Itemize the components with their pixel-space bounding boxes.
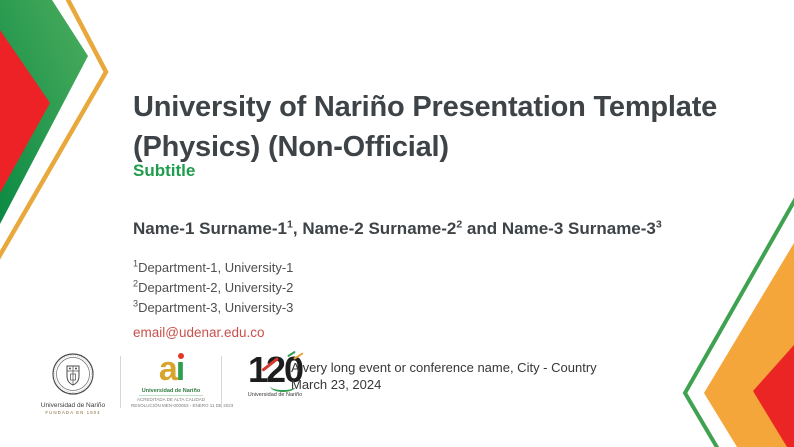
slide-title: University of Nariño Presentation Templa… [133,91,718,164]
logo-divider [120,356,121,408]
bottom-right-orange-chevron [704,243,794,447]
affiliation-list: 1Department-1, University-1 2Department-… [133,258,293,318]
contact-email: email@udenar.edu.co [133,325,265,340]
affiliation-2: 2Department-2, University-2 [133,278,293,298]
author-separator: , [292,219,303,238]
footer-event-info: A very long event or conference name, Ci… [291,359,597,393]
slide-subtitle: Subtitle [133,161,196,180]
anniversary-mark: 120 años [248,350,304,392]
accreditation-ai-logo: aı Universidad de Nariño ACREDITADA DE A… [131,350,234,409]
anniversary-university-name: Universidad de Nariño [247,392,303,398]
author-3-superscript: 3 [655,218,662,231]
university-seal-icon [52,353,94,395]
logo-divider [221,356,222,408]
affiliation-1-superscript: 1 [133,258,139,269]
footer-logo-strip: Universidad de Nariño FUNDADA EN 1904 aı… [36,350,318,418]
affiliation-3-text: Department-3, University-3 [138,300,294,315]
top-left-yellow-chevron-line [0,0,109,260]
affiliation-3-superscript: 3 [133,298,139,309]
author-2-superscript: 2 [456,218,463,231]
affiliation-2-text: Department-2, University-2 [138,280,294,295]
author-line: Name-1 Surname-11, Name-2 Surname-22 and… [133,219,733,239]
ai-letter-a: a [158,350,178,388]
bottom-right-red-chevron [753,345,794,447]
author-separator: and [462,219,502,238]
university-seal-logo: Universidad de Nariño FUNDADA EN 1904 [36,352,110,415]
event-name: A very long event or conference name, Ci… [291,360,597,375]
top-left-green-chevron [0,0,88,224]
ai-accreditation-line-2: RESOLUCIÓN MEN-000063 - ENERO 11 DE 2023 [131,403,234,408]
author-2-name: Name-2 Surname-2 [302,219,457,238]
anniversary-anos-script: años [288,381,301,390]
seal-founded-text: FUNDADA EN 1904 [45,410,101,415]
author-1-name: Name-1 Surname-1 [133,219,288,238]
ai-logo-mark: aı [158,350,186,388]
affiliation-2-superscript: 2 [133,278,139,289]
ai-letter-i: ı [175,350,186,388]
ai-red-dot-icon [178,353,185,359]
ai-divider-rule [139,395,203,396]
anniversary-120-logo: 120 años Universidad de Nariño [232,350,318,398]
seal-university-name: Universidad de Nariño [40,402,106,409]
ai-university-name: Universidad de Nariño [141,388,201,394]
author-1-superscript: 1 [287,218,293,231]
affiliation-1: 1Department-1, University-1 [133,258,293,278]
green-arc-icon [269,380,296,392]
affiliation-3: 3Department-3, University-3 [133,298,293,318]
affiliation-1-text: Department-1, University-1 [138,260,294,275]
top-left-red-chevron [0,30,50,193]
event-date: March 23, 2024 [291,377,382,392]
ai-accreditation-line-1: ACREDITADA DE ALTA CALIDAD [136,397,206,402]
author-3-name: Name-3 Surname-3 [501,219,656,238]
